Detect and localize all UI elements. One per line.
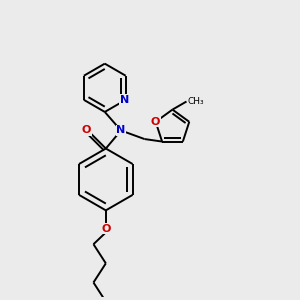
Text: O: O: [101, 224, 110, 234]
Text: N: N: [120, 95, 129, 105]
Text: O: O: [82, 125, 92, 135]
Text: O: O: [151, 117, 160, 127]
Text: N: N: [116, 125, 126, 136]
Text: CH₃: CH₃: [188, 97, 205, 106]
